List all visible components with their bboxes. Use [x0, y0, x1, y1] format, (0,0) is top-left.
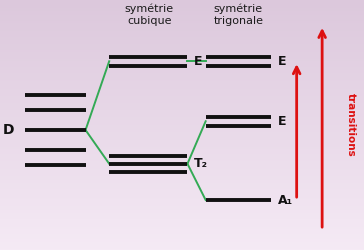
- Text: T₂: T₂: [194, 157, 208, 170]
- Text: transitions: transitions: [346, 93, 356, 157]
- Text: D: D: [3, 123, 15, 137]
- Text: E: E: [278, 55, 286, 68]
- Text: A₁: A₁: [278, 194, 293, 206]
- Text: E: E: [278, 115, 286, 128]
- Text: symétrie
trigonale: symétrie trigonale: [213, 4, 264, 26]
- Text: symétrie
cubique: symétrie cubique: [125, 4, 174, 26]
- Text: E: E: [194, 55, 202, 68]
